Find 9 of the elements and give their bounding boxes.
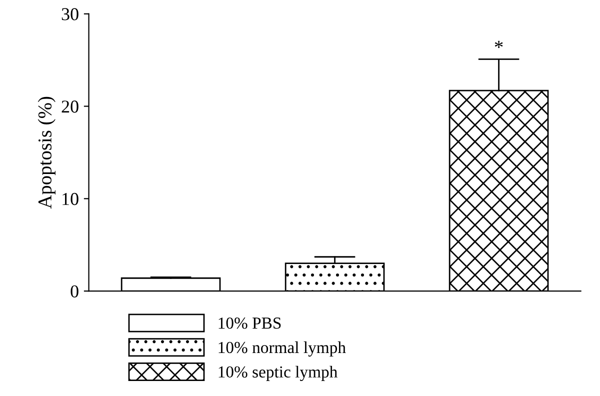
y-tick-label: 0 — [70, 285, 78, 298]
legend-label: 10% PBS — [218, 318, 281, 329]
legend-label: 10% normal lymph — [218, 341, 346, 357]
legend-label: 10% septic lymph — [218, 366, 338, 381]
annotation: * — [494, 40, 503, 48]
y-tick-label: 30 — [62, 8, 78, 20]
y-tick-label: 20 — [62, 100, 78, 113]
y-axis-title: Apoptosis (%) — [38, 96, 56, 209]
y-tick-label: 10 — [62, 192, 78, 206]
